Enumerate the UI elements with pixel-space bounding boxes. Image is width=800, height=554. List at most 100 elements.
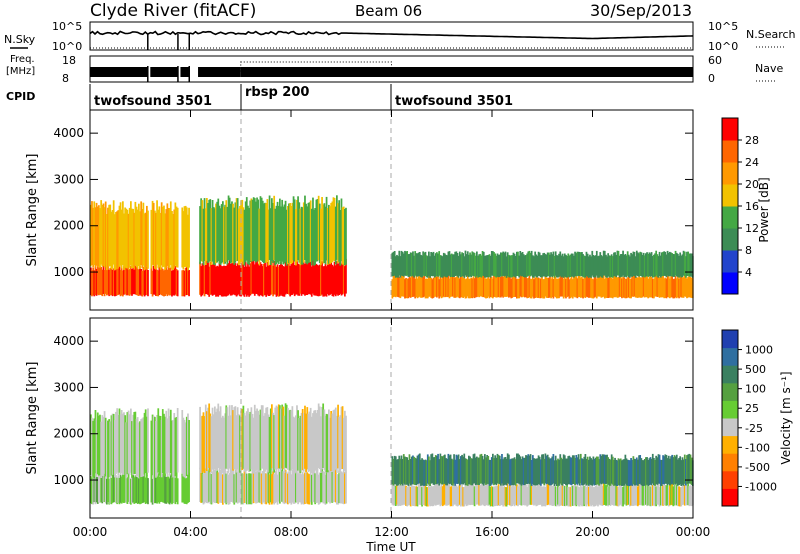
data-column [423, 274, 426, 297]
data-column [199, 406, 201, 470]
data-column [600, 456, 603, 485]
data-column [610, 254, 613, 277]
data-column [344, 410, 346, 471]
data-column [561, 459, 564, 486]
data-column [116, 477, 119, 505]
data-column [542, 253, 545, 277]
data-column [323, 409, 326, 471]
data-column [464, 279, 467, 299]
data-column [424, 251, 427, 276]
nsky-tick-top: 10^5 [52, 20, 82, 33]
data-column [631, 274, 634, 297]
data-column [590, 458, 592, 486]
data-column [532, 255, 534, 278]
data-column [318, 203, 321, 264]
data-column [508, 454, 510, 484]
data-column [678, 255, 680, 278]
data-column [495, 457, 498, 485]
data-column [248, 208, 250, 265]
data-column [664, 277, 667, 298]
data-column [501, 454, 503, 484]
data-column [637, 277, 639, 298]
data-column [678, 486, 680, 507]
data-column [646, 276, 648, 298]
data-column [414, 457, 417, 485]
data-column [597, 256, 599, 278]
data-column [478, 254, 481, 277]
data-column [619, 458, 622, 486]
colorbar-segment [722, 365, 738, 384]
data-column [471, 483, 474, 505]
data-column [250, 473, 253, 505]
data-column [613, 252, 615, 277]
data-column [512, 275, 515, 297]
data-column [200, 198, 203, 262]
data-column [224, 204, 227, 264]
data-column [301, 472, 304, 504]
data-column [457, 255, 460, 278]
data-column [406, 278, 409, 299]
data-column [112, 268, 115, 296]
data-column [118, 477, 121, 505]
data-column [404, 482, 406, 505]
data-column [651, 453, 654, 484]
data-column [118, 205, 121, 267]
data-column [578, 252, 581, 277]
data-column [398, 455, 401, 485]
data-column [216, 201, 219, 263]
data-column [331, 413, 334, 472]
data-column [236, 407, 239, 470]
data-column [465, 254, 468, 277]
data-column [263, 263, 265, 296]
data-column [571, 455, 574, 484]
data-column [444, 276, 446, 298]
data-column [594, 255, 597, 278]
data-column [573, 255, 575, 278]
data-column [532, 482, 534, 505]
data-column [329, 206, 331, 265]
data-column [473, 486, 476, 507]
data-column [450, 274, 453, 297]
data-column [322, 266, 325, 297]
data-column [261, 200, 264, 263]
data-column [556, 486, 558, 507]
data-column [155, 475, 157, 504]
data-column [440, 483, 443, 505]
data-column [511, 255, 514, 278]
data-column [409, 459, 412, 486]
data-column [106, 214, 108, 271]
data-column [416, 486, 419, 507]
data-column [410, 275, 413, 297]
data-column [216, 470, 219, 503]
data-column [618, 459, 621, 486]
data-column [656, 275, 659, 297]
data-column [501, 274, 503, 297]
data-column [101, 269, 104, 297]
data-column [582, 486, 584, 507]
data-column [174, 265, 177, 295]
data-column [144, 267, 147, 296]
data-column [625, 484, 628, 506]
data-column [633, 458, 636, 486]
data-column [273, 474, 276, 505]
data-column [117, 210, 120, 269]
data-column [135, 267, 138, 295]
data-column [135, 474, 138, 503]
data-column [265, 473, 268, 505]
data-column [211, 200, 214, 262]
data-column [227, 263, 230, 296]
data-column [433, 255, 436, 278]
data-column [141, 209, 144, 269]
data-column [498, 485, 501, 506]
data-column [689, 454, 692, 484]
data-column [659, 276, 662, 298]
data-column [408, 254, 411, 277]
data-column [423, 252, 426, 277]
data-column [436, 276, 438, 298]
data-column [425, 460, 428, 486]
data-column [516, 453, 518, 484]
data-column [662, 485, 664, 506]
colorbar-tick-label: -100 [745, 441, 770, 454]
data-column [341, 261, 344, 295]
